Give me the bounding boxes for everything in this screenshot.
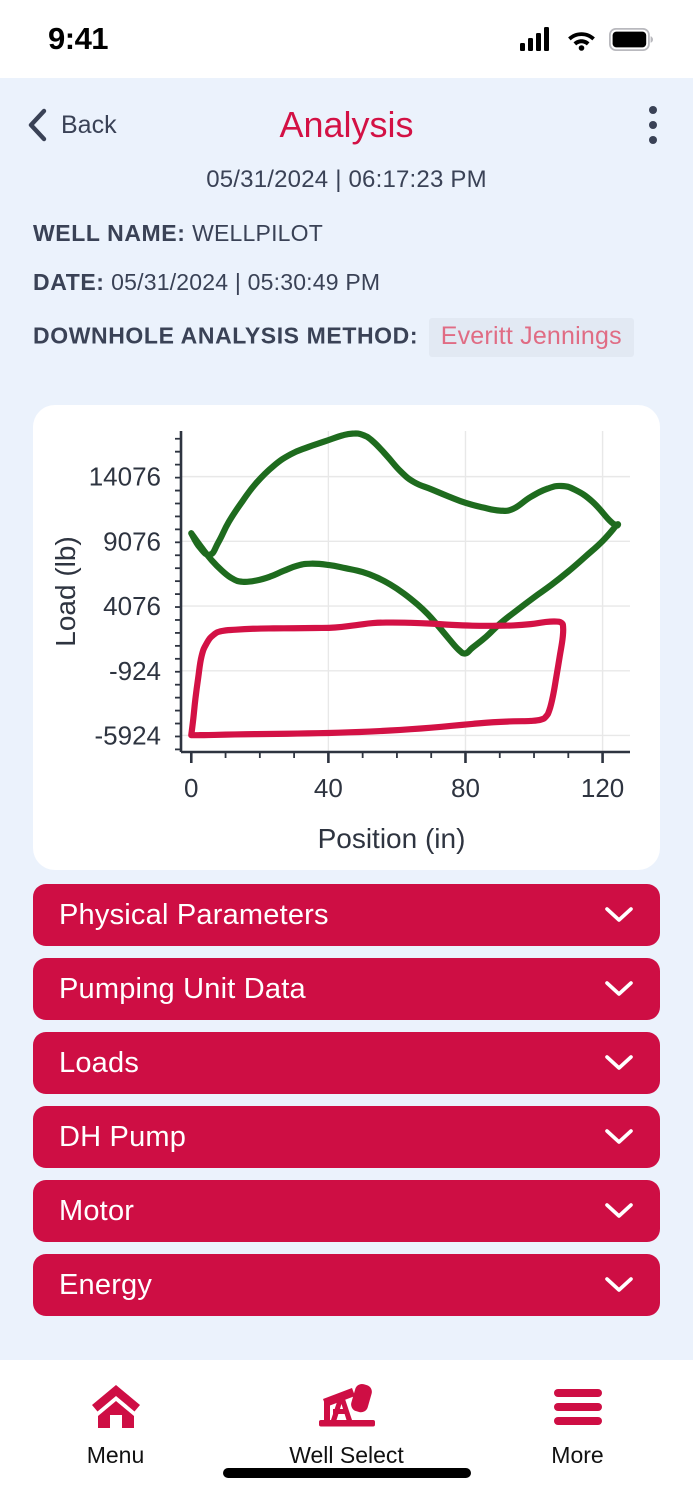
nav-row: Back Analysis [26,96,667,154]
home-indicator [222,1468,471,1478]
accordion-item-label: Energy [59,1268,153,1301]
accordion-item-dh-pump[interactable]: DH Pump [33,1106,660,1168]
x-tick-label: 0 [184,773,198,803]
signal-bars-icon [520,27,549,51]
chevron-down-icon[interactable] [604,1276,634,1294]
kebab-menu-icon[interactable] [639,102,667,148]
chart-ticks [175,437,604,763]
status-icons [520,27,653,51]
dynamometer-chart[interactable]: -5924 -924 4076 9076 14076 0 40 80 120 Position (… [33,405,660,870]
pumpjack-icon [318,1383,375,1427]
chart-series-group [188,430,622,739]
accordion-item-physical-parameters[interactable]: Physical Parameters [33,884,660,946]
y-tick-label: 14076 [89,462,161,492]
x-axis-label: Position (in) [318,823,466,854]
back-button-label: Back [61,110,117,139]
x-tick-label: 80 [451,773,480,803]
bottom-tab-bar: Menu Well Select More [0,1360,693,1500]
status-time: 9:41 [48,21,109,56]
tab-more-label: More [551,1442,604,1468]
chevron-down-icon[interactable] [604,906,634,924]
chevron-down-icon[interactable] [604,1128,634,1146]
date-value: 05/31/2024 | 05:30:49 PM [111,269,381,295]
kebab-dot [649,106,657,114]
well-name-value: WELLPILOT [192,220,324,246]
status-bar: 9:41 [0,0,693,78]
method-row: DOWNHOLE ANALYSIS METHOD: Everitt Jennin… [33,318,660,357]
accordion-item-motor[interactable]: Motor [33,1180,660,1242]
accordion-item-label: Loads [59,1046,140,1079]
analysis-timestamp: 05/31/2024 | 06:17:23 PM [206,166,487,193]
tab-well-select[interactable]: Well Select [257,1382,437,1469]
chevron-down-icon[interactable] [604,1202,634,1220]
y-tick-label: -924 [109,656,161,686]
accordion-item-label: DH Pump [59,1120,187,1153]
back-button[interactable]: Back [26,108,117,142]
hamburger-icon [553,1389,602,1425]
y-tick-label: 9076 [103,526,161,556]
accordion-item-label: Motor [59,1194,135,1227]
accordion-item-loads[interactable]: Loads [33,1032,660,1094]
method-label: DOWNHOLE ANALYSIS METHOD: [33,322,419,349]
kebab-dot [649,121,657,129]
accordion-section-list: Physical Parameters Pumping Unit Data Load… [0,870,693,1360]
accordion-item-label: Physical Parameters [59,898,329,931]
accordion-item-energy[interactable]: Energy [33,1254,660,1316]
tab-menu[interactable]: Menu [26,1382,206,1469]
navigation-header: Back Analysis 05/31/2024 | 06:17:23 PM [0,78,693,194]
y-axis-label: Load (lb) [50,536,81,647]
well-name-label: WELL NAME: [33,220,186,246]
chevron-down-icon[interactable] [604,1054,634,1072]
well-meta-block: WELL NAME: WELLPILOT DATE: 05/31/2024 | … [0,194,693,379]
tab-menu-label: Menu [86,1442,145,1468]
tab-well-select-label: Well Select [289,1442,404,1468]
battery-icon [609,27,653,51]
method-value[interactable]: Everitt Jennings [429,318,634,357]
chart-series-downhole-pump-card [188,618,567,739]
home-icon [91,1385,140,1428]
y-tick-label: -5924 [95,720,162,750]
dynamometer-chart-card: -5924 -924 4076 9076 14076 0 40 80 120 Position (… [33,405,660,870]
kebab-dot [649,136,657,144]
tab-more[interactable]: More [488,1382,668,1469]
chart-series-surface-card [188,430,622,657]
y-tick-label: 4076 [103,591,161,621]
chevron-left-icon [28,108,47,142]
wifi-icon [568,32,595,51]
accordion-item-pumping-unit-data[interactable]: Pumping Unit Data [33,958,660,1020]
chevron-down-icon[interactable] [604,980,634,998]
date-row: DATE: 05/31/2024 | 05:30:49 PM [33,269,660,296]
date-label: DATE: [33,269,105,295]
x-tick-label: 120 [581,773,624,803]
chart-tick-labels: -5924 -924 4076 9076 14076 0 40 80 120 [89,462,625,803]
x-tick-label: 40 [314,773,343,803]
accordion-item-label: Pumping Unit Data [59,972,306,1005]
well-name-row: WELL NAME: WELLPILOT [33,220,660,247]
